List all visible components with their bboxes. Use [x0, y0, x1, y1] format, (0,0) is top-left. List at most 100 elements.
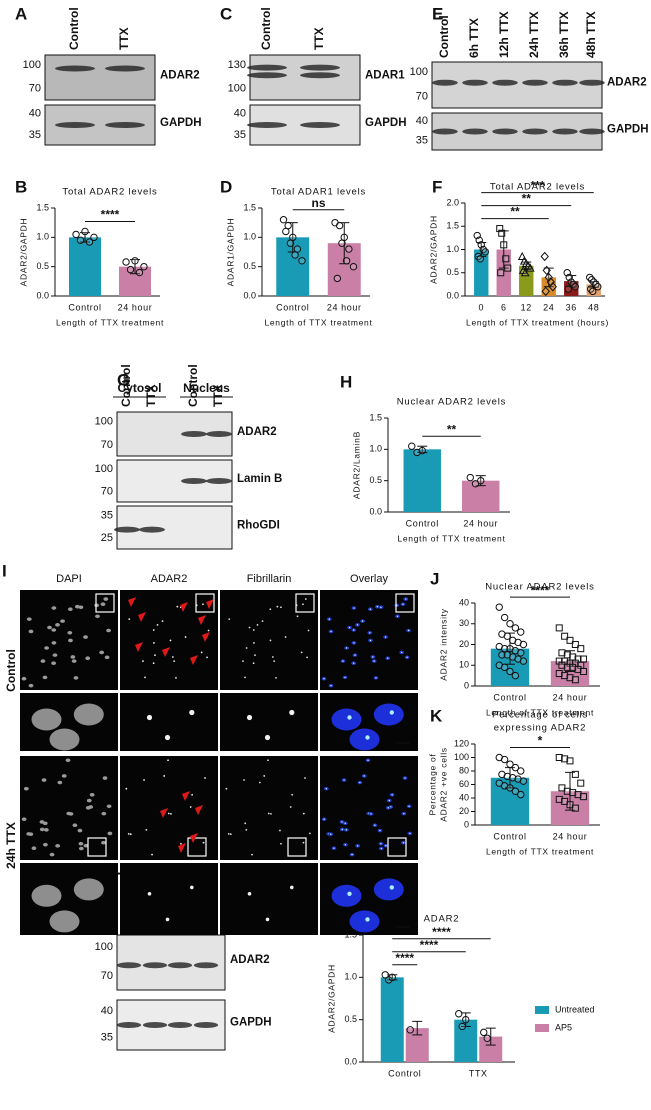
y-tick-label: 40	[459, 792, 469, 802]
arrowhead	[160, 808, 168, 818]
nucleolus	[400, 651, 403, 654]
nucleolus	[170, 813, 172, 815]
nucleolus	[276, 605, 279, 608]
nucleolus	[244, 676, 246, 679]
blot-band	[105, 65, 145, 72]
nucleolus	[348, 626, 351, 629]
nucleolus	[405, 598, 407, 600]
data-point	[477, 476, 485, 485]
lane-label: TTX	[117, 27, 131, 50]
nucleolus	[175, 677, 177, 679]
nucleolus	[302, 841, 305, 844]
data-point	[126, 265, 135, 274]
data-point	[517, 790, 525, 799]
nucleus	[28, 683, 34, 688]
y-tick-label: 100	[454, 752, 469, 762]
blot-band	[492, 79, 518, 86]
channel-label: ADAR2	[151, 573, 188, 585]
micrograph	[220, 590, 318, 690]
data-point	[476, 255, 484, 263]
mw-marker: 40	[101, 1005, 113, 1017]
nucleolus	[248, 626, 251, 629]
condition-label: 24h TTX	[4, 822, 18, 869]
nucleolus	[352, 662, 355, 664]
micrograph	[120, 756, 218, 860]
data-point	[519, 640, 528, 649]
chart-title: expressing ADAR2	[494, 723, 587, 734]
nucleus	[57, 780, 63, 785]
nucleolus	[207, 629, 210, 632]
nucleolus	[245, 828, 248, 831]
nucleolus	[351, 853, 353, 856]
data-point	[498, 651, 506, 659]
y-tick-label: 0.5	[369, 475, 382, 485]
zoom-box	[395, 593, 415, 613]
nucleus	[42, 675, 48, 680]
data-point	[577, 779, 585, 787]
nucleus	[68, 812, 74, 816]
bar	[380, 977, 404, 1062]
panel-label: G	[117, 370, 130, 389]
data-point	[345, 245, 353, 253]
data-point	[455, 1010, 463, 1018]
data-point	[506, 760, 514, 768]
data-point	[471, 480, 480, 488]
y-tick-label: 0.0	[243, 290, 256, 300]
nucleolus	[269, 608, 272, 611]
panel-label: F	[432, 177, 442, 196]
mw-marker: 100	[410, 66, 428, 78]
nucleolus	[330, 684, 332, 687]
nucleolus	[156, 623, 159, 626]
nucleus	[349, 910, 380, 933]
data-point	[338, 239, 346, 247]
nucleolus	[161, 620, 164, 623]
zoom-box	[87, 837, 107, 857]
nucleolus	[173, 660, 176, 662]
significance-label: *	[538, 734, 543, 748]
bar	[479, 1036, 503, 1062]
blot-band	[300, 72, 340, 79]
chart-title: Total ADAR1 levels	[271, 187, 366, 198]
western-blot: C Control TTX 130 100 ADAR1 40 35 GAPDH	[220, 4, 407, 146]
nucleus	[31, 884, 62, 907]
protein-label: ADAR2	[237, 426, 277, 438]
chart-title: ADAR2	[424, 914, 460, 925]
lane-label: 48h TTX	[584, 11, 598, 58]
nucleolus	[330, 630, 332, 633]
x-tick-label: TTX	[469, 1068, 488, 1078]
y-tick-label: 1.0	[243, 232, 256, 242]
data-point	[555, 670, 563, 678]
nucleus	[61, 774, 67, 778]
nucleolus	[408, 805, 410, 807]
x-tick-label: Control	[493, 831, 526, 841]
micrograph	[120, 863, 218, 935]
nucleus	[331, 708, 362, 731]
nucleus	[99, 650, 105, 655]
x-tick-label: 0	[478, 302, 484, 312]
protein-label: GAPDH	[365, 117, 407, 129]
data-point	[579, 667, 587, 675]
nucleolus	[190, 885, 194, 890]
nucleolus	[271, 656, 274, 658]
data-point	[563, 663, 571, 671]
y-axis-label: ADAR2 +ve cells	[438, 747, 448, 822]
y-axis-label: ADAR2/GAPDH	[428, 215, 438, 284]
nucleus	[331, 884, 362, 907]
blot-membrane	[431, 61, 603, 109]
data-point	[498, 229, 506, 237]
nucleolus	[200, 651, 203, 654]
chart-title: Total ADAR2 levels	[490, 182, 585, 193]
arrowhead	[178, 843, 186, 853]
nucleolus	[206, 656, 208, 659]
arrowhead	[180, 602, 188, 612]
significance-label: ****	[432, 925, 451, 939]
x-axis-label: Length of TTX treatment (hours)	[466, 317, 609, 327]
data-point	[279, 216, 288, 224]
nucleus	[67, 630, 73, 635]
blot-band	[142, 1022, 168, 1028]
nucleolus	[202, 841, 205, 844]
nucleolus	[367, 759, 369, 761]
nucleolus	[253, 642, 255, 644]
